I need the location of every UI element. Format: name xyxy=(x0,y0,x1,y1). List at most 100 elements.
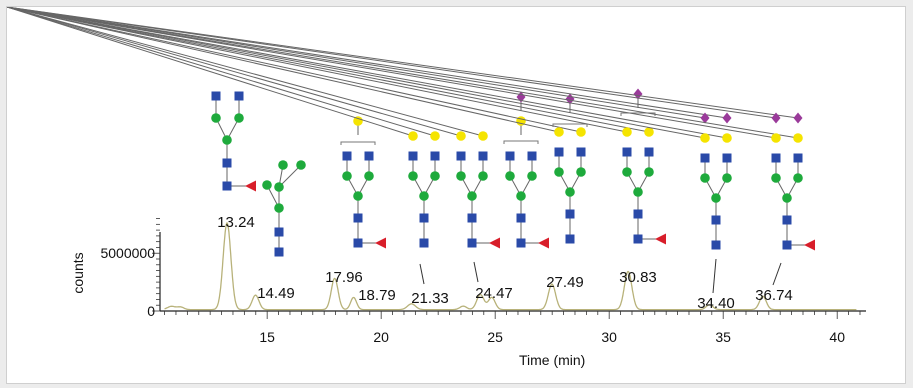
peak-label: 14.49 xyxy=(257,285,295,302)
glcnac-square xyxy=(782,215,792,225)
glcnac-square xyxy=(782,240,792,250)
glycan-link xyxy=(7,7,799,119)
leader-line xyxy=(772,262,782,286)
glcnac-square xyxy=(576,147,586,157)
x-tick-label: 35 xyxy=(715,329,731,345)
leader-line xyxy=(419,263,425,285)
mannose-circle xyxy=(793,173,803,183)
mannose-circle xyxy=(565,187,575,197)
glcnac-square xyxy=(408,151,418,161)
galactose-circle xyxy=(430,131,440,141)
glcnac-square xyxy=(505,151,515,161)
chromatogram-trace xyxy=(164,221,857,311)
glcnac-square xyxy=(467,213,477,223)
mannose-circle xyxy=(478,171,488,181)
glcnac-square xyxy=(222,181,232,191)
glcnac-square xyxy=(467,238,477,248)
fucose-triangle xyxy=(538,237,549,249)
glcnac-square xyxy=(353,238,363,248)
mannose-circle xyxy=(296,160,306,170)
mannose-circle xyxy=(274,203,284,213)
glycan-bracket xyxy=(552,123,588,127)
mannose-circle xyxy=(782,193,792,203)
y-axis-title: counts xyxy=(70,252,86,293)
mannose-circle xyxy=(408,171,418,181)
x-tick-label: 20 xyxy=(373,329,389,345)
mannose-circle xyxy=(505,171,515,181)
glcnac-square xyxy=(222,158,232,168)
galactose-circle xyxy=(771,133,781,143)
fucose-triangle xyxy=(655,233,666,245)
peak-label: 21.33 xyxy=(411,290,449,307)
glycan-bracket xyxy=(340,141,376,145)
sialic-acid-diamond xyxy=(793,112,803,124)
glcnac-square xyxy=(565,234,575,244)
glycan-link xyxy=(7,7,799,139)
glcnac-square xyxy=(516,213,526,223)
glcnac-square xyxy=(793,153,803,163)
glycan-link xyxy=(7,7,728,119)
peak-label: 30.83 xyxy=(619,269,657,286)
glycan-link xyxy=(7,7,582,133)
glcnac-square xyxy=(234,91,244,101)
galactose-circle xyxy=(576,127,586,137)
glycan-link xyxy=(7,7,462,137)
glycan-link xyxy=(7,7,777,119)
peak-label: 13.24 xyxy=(217,214,255,231)
peak-label: 36.74 xyxy=(755,287,793,304)
mannose-circle xyxy=(633,187,643,197)
axes: 15 20 25 30 35 40 0 5000000 xyxy=(100,218,866,345)
sialic-acid-diamond xyxy=(700,112,710,124)
y-tick-label: 5000000 xyxy=(100,245,155,261)
glcnac-square xyxy=(711,215,721,225)
glycan-bracket xyxy=(503,140,539,144)
glcnac-square xyxy=(565,209,575,219)
galactose-circle xyxy=(456,131,466,141)
peak-label: 18.79 xyxy=(358,287,396,304)
mannose-circle xyxy=(278,160,288,170)
glcnac-square xyxy=(554,147,564,157)
galactose-circle xyxy=(478,131,488,141)
glycan-link xyxy=(7,7,436,137)
mannose-circle xyxy=(342,171,352,181)
galactose-circle xyxy=(353,116,363,126)
peak-leader-lines xyxy=(419,258,782,294)
mannose-circle xyxy=(456,171,466,181)
glcnac-square xyxy=(771,153,781,163)
glycan-link xyxy=(7,7,650,133)
mannose-circle xyxy=(353,191,363,201)
glycan-link xyxy=(7,7,560,133)
glcnac-square xyxy=(274,247,284,257)
glcnac-square xyxy=(516,238,526,248)
sialic-acid-diamond xyxy=(722,112,732,124)
peak-label: 27.49 xyxy=(546,274,584,291)
glcnac-square xyxy=(353,213,363,223)
glycan-link xyxy=(7,7,777,139)
leader-line xyxy=(473,261,479,283)
galactose-circle xyxy=(644,127,654,137)
glcnac-square xyxy=(478,151,488,161)
galactose-circle xyxy=(700,133,710,143)
glycan-link xyxy=(7,7,706,119)
peak-label: 17.96 xyxy=(325,269,363,286)
mannose-circle xyxy=(467,191,477,201)
galactose-circle xyxy=(408,131,418,141)
glcnac-square xyxy=(456,151,466,161)
mannose-circle xyxy=(364,171,374,181)
chromatogram-chart: 15 20 25 30 35 40 0 5000000 13.24 14.49 17.9618.7… xyxy=(7,7,866,368)
glcnac-square xyxy=(527,151,537,161)
mannose-circle xyxy=(262,180,272,190)
galactose-circle xyxy=(793,133,803,143)
mannose-circle xyxy=(419,191,429,201)
mannose-circle xyxy=(222,135,232,145)
leader-line xyxy=(712,258,717,294)
glcnac-square xyxy=(274,227,284,237)
mannose-circle xyxy=(274,182,284,192)
peak-label: 24.47 xyxy=(475,285,513,302)
glycan-link xyxy=(7,7,706,139)
glcnac-square xyxy=(211,91,221,101)
sialic-acid-diamond xyxy=(771,112,781,124)
glcnac-square xyxy=(700,153,710,163)
glcnac-square xyxy=(364,151,374,161)
